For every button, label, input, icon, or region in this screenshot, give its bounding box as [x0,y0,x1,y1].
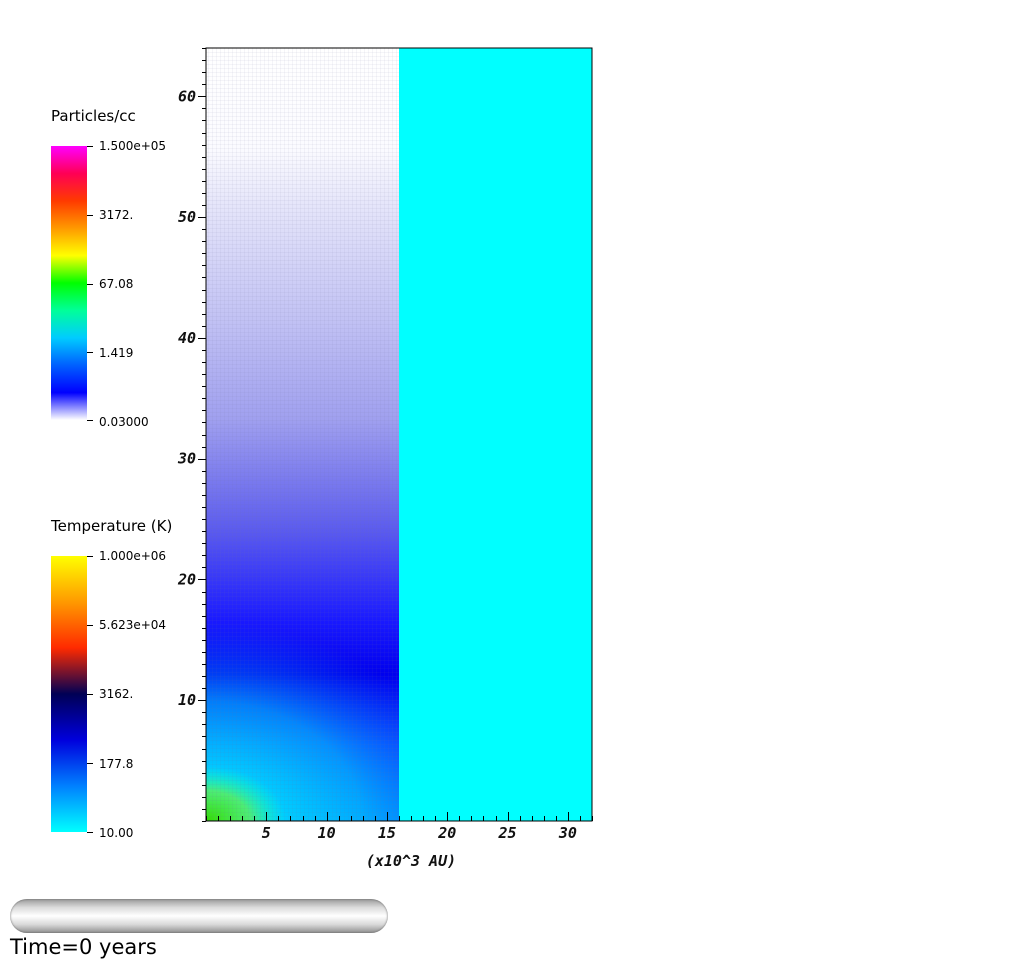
density-label-4: 0.03000 [99,415,149,429]
x-tick-label-1: 10 [318,824,336,842]
temperature-label-4: 10.00 [99,826,134,840]
time-slider[interactable] [10,899,388,933]
density-label-3: 1.419 [99,346,134,360]
x-tick-label-0: 5 [262,824,271,842]
y-tick-label-4: 50 [178,208,196,226]
density-legend-title: Particles/cc [51,107,136,125]
x-tick-label-5: 30 [558,824,577,842]
x-axis-label: (x10^3 AU) [366,852,456,870]
x-tick-label-3: 20 [437,824,456,842]
density-label-0: 1.500e+05 [99,139,167,153]
density-label-1: 3172. [99,208,134,222]
y-tick-label-3: 40 [178,329,196,347]
temperature-field [399,48,592,821]
temperature-tick-4 [87,832,93,833]
x-tick-label-4: 25 [498,824,517,842]
temperature-tick-2 [87,694,93,695]
density-tick-2 [87,284,93,285]
y-tick-label-5: 60 [178,87,196,105]
x-tick-label-2: 15 [378,824,396,842]
y-tick-label-1: 20 [177,570,196,588]
temperature-tick-0 [87,556,93,557]
density-tick-1 [87,215,93,216]
temperature-colorbar [51,556,87,832]
density-tick-3 [87,352,93,353]
temperature-tick-1 [87,625,93,626]
temperature-label-2: 3162. [99,687,134,701]
y-tick-label-0: 10 [178,691,196,709]
temperature-label-1: 5.623e+04 [99,618,167,632]
density-label-2: 67.08 [99,277,134,291]
temperature-tick-3 [87,763,93,764]
time-label: Time=0 years [10,935,157,959]
density-tick-4 [87,420,93,421]
density-tick-0 [87,146,93,147]
temperature-label-3: 177.8 [99,757,134,771]
mesh-grid [206,48,399,821]
temperature-label-0: 1.000e+06 [99,549,167,563]
density-colorbar [51,146,87,420]
temperature-legend-title: Temperature (K) [51,517,173,535]
y-tick-label-2: 30 [177,450,196,468]
